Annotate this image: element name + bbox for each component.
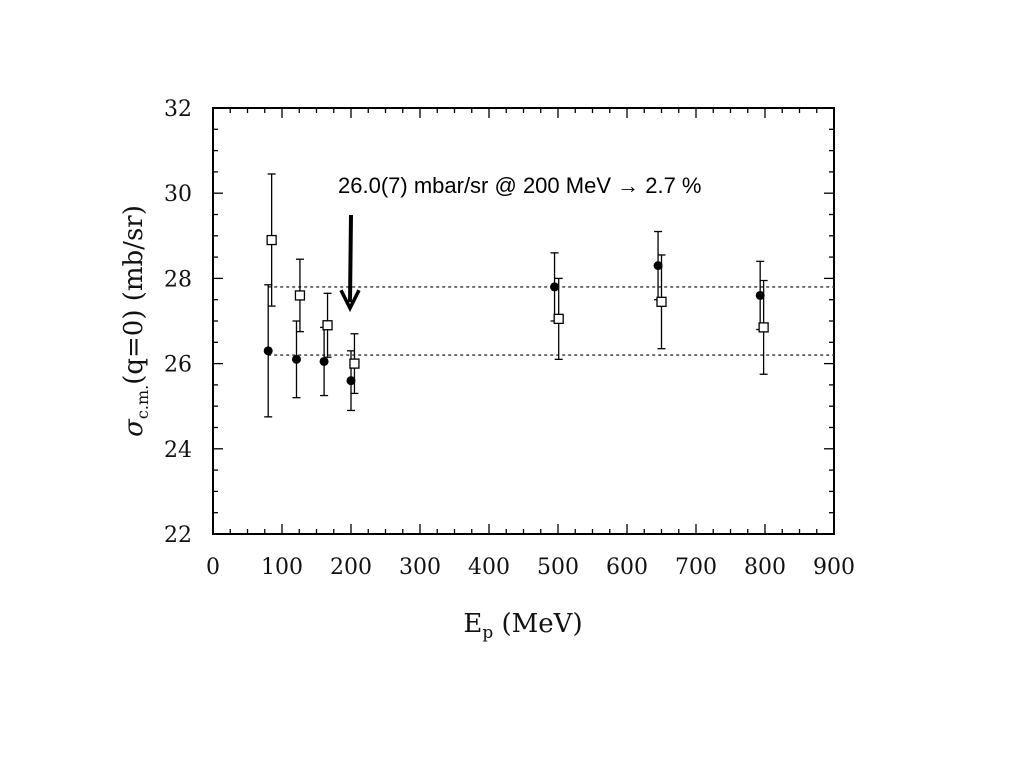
data-point-circle — [346, 376, 356, 386]
data-point-square — [349, 358, 360, 369]
x-tick-label: 700 — [675, 555, 717, 580]
x-tick-label: 500 — [537, 555, 579, 580]
x-tick-label: 400 — [468, 555, 510, 580]
data-point-circle — [319, 356, 329, 366]
data-point-circle — [653, 261, 663, 271]
data-point-square — [294, 290, 306, 301]
data-point-circle — [755, 290, 765, 300]
annotation-label: 26.0(7) mbar/sr @ 200 MeV → 2.7 % — [338, 173, 701, 198]
y-axis-title: σc.m.(q=0) (mb/sr) — [119, 205, 152, 437]
x-tick-labels: 0 100 200 300 400 500 600 700 800 900 — [206, 555, 855, 580]
x-tick-label: 200 — [330, 555, 372, 580]
data-point-square — [656, 296, 667, 307]
y-tick-label: 30 — [164, 182, 192, 207]
arrow-head — [339, 289, 361, 313]
data-point-circle — [550, 282, 560, 292]
arrow-shaft — [348, 214, 353, 303]
x-axis-title-unit: (MeV) — [493, 609, 582, 639]
x-axis-title: Ep (MeV) — [463, 609, 582, 643]
data-point-square — [758, 322, 769, 333]
y-tick-labels: 22 24 26 28 30 32 — [164, 97, 192, 548]
x-tick-label: 100 — [261, 555, 303, 580]
data-point-circle — [291, 354, 301, 364]
y-axis-title-subscript: c.m. — [133, 385, 152, 419]
data-point-square — [553, 313, 564, 325]
x-tick-label: 900 — [813, 555, 855, 580]
plot-frame — [212, 107, 835, 535]
axis-ticks — [212, 107, 835, 535]
data-point-circle — [263, 346, 273, 356]
x-tick-label: 800 — [744, 555, 786, 580]
data-point-square — [266, 234, 277, 246]
x-tick-label: 600 — [606, 555, 648, 580]
x-axis-title-subscript: p — [482, 623, 493, 643]
data-point-square — [322, 320, 333, 331]
error-bars — [264, 173, 768, 418]
x-tick-label: 0 — [206, 555, 220, 580]
y-tick-label: 26 — [164, 353, 192, 378]
annotation-arrow — [339, 214, 361, 313]
y-tick-label: 28 — [164, 267, 192, 292]
y-tick-label: 32 — [164, 97, 192, 122]
y-axis-title-rest: (q=0) (mb/sr) — [119, 205, 149, 385]
x-tick-label: 300 — [399, 555, 441, 580]
y-tick-label: 22 — [164, 523, 192, 548]
data-markers — [263, 234, 769, 386]
y-tick-label: 24 — [164, 438, 192, 463]
